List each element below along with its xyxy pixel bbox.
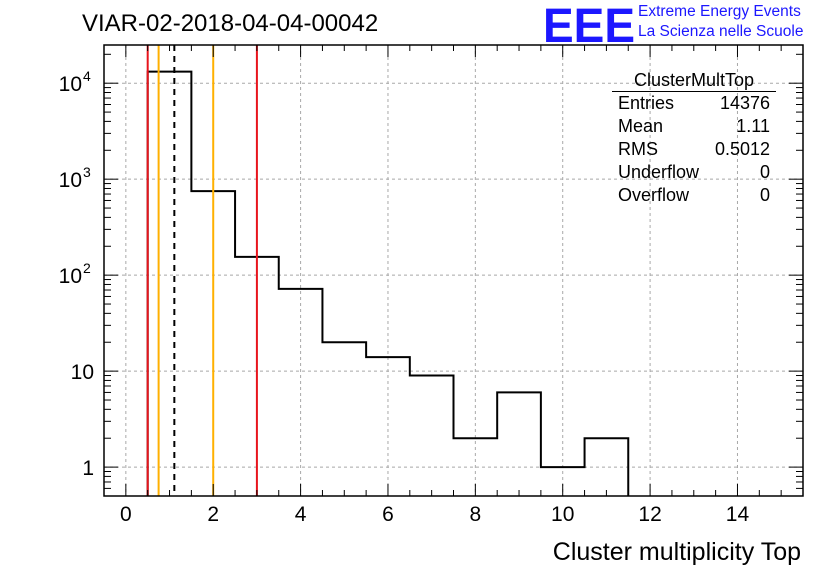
logo-line-1: Extreme Energy Events <box>638 3 801 20</box>
stats-row-rms: RMS 0.5012 <box>618 139 770 161</box>
y-tick-label: 10 <box>59 73 82 96</box>
y-tick-exponent: 3 <box>83 164 91 180</box>
eee-logo-icon: EEE <box>543 2 635 46</box>
stats-label: Entries <box>618 93 675 113</box>
y-tick-label: 1 <box>82 457 94 480</box>
stats-row-overflow: Overflow 0 <box>618 185 770 207</box>
histogram-bin <box>279 289 323 496</box>
chart-title: VIAR-02-2018-04-04-00042 <box>82 10 379 37</box>
x-tick-label: 8 <box>470 503 482 526</box>
stats-value: 1.11 <box>736 116 770 136</box>
stats-value: 0 <box>759 162 770 182</box>
histogram-bin <box>497 392 541 496</box>
histogram-outline <box>146 70 630 496</box>
stats-title-underline <box>612 91 776 92</box>
stats-title: ClusterMultTop <box>633 70 755 90</box>
stats-row-mean: Mean 1.11 <box>618 116 770 138</box>
x-tick-label: 12 <box>638 503 661 526</box>
stats-row-entries: Entries 14376 <box>618 93 770 115</box>
y-tick-label: 10 <box>59 265 82 288</box>
y-tick-exponent: 4 <box>83 68 91 84</box>
y-tick-exponent: 2 <box>83 260 91 276</box>
histogram-bin <box>585 438 629 496</box>
svg-text:EEE: EEE <box>543 2 635 46</box>
stats-label: Mean <box>618 116 664 136</box>
y-tick-label: 10 <box>71 361 94 384</box>
histogram-bin <box>322 342 366 496</box>
x-tick-label: 2 <box>207 503 219 526</box>
logo-line-2: La Scienza nelle Scuole <box>638 23 804 40</box>
x-tick-label: 6 <box>382 503 394 526</box>
x-tick-label: 0 <box>120 503 132 526</box>
histogram-bin <box>148 72 192 496</box>
histogram-bin <box>410 376 454 496</box>
stats-label: RMS <box>618 139 658 159</box>
stats-value: 0.5012 <box>714 139 770 159</box>
histogram-bin <box>366 357 410 496</box>
stats-value: 0 <box>759 185 770 205</box>
x-tick-label: 14 <box>726 503 750 526</box>
x-axis-label: Cluster multiplicity Top <box>553 538 801 566</box>
x-tick-label: 10 <box>551 503 574 526</box>
stats-label: Overflow <box>618 185 690 205</box>
stats-row-underflow: Underflow 0 <box>618 162 770 184</box>
y-tick-label: 10 <box>59 169 82 192</box>
stats-value: 14376 <box>719 93 770 113</box>
stats-box: ClusterMultTop Entries 14376 Mean 1.11 R… <box>612 70 776 212</box>
stats-label: Underflow <box>618 162 700 182</box>
x-tick-label: 4 <box>295 503 307 526</box>
